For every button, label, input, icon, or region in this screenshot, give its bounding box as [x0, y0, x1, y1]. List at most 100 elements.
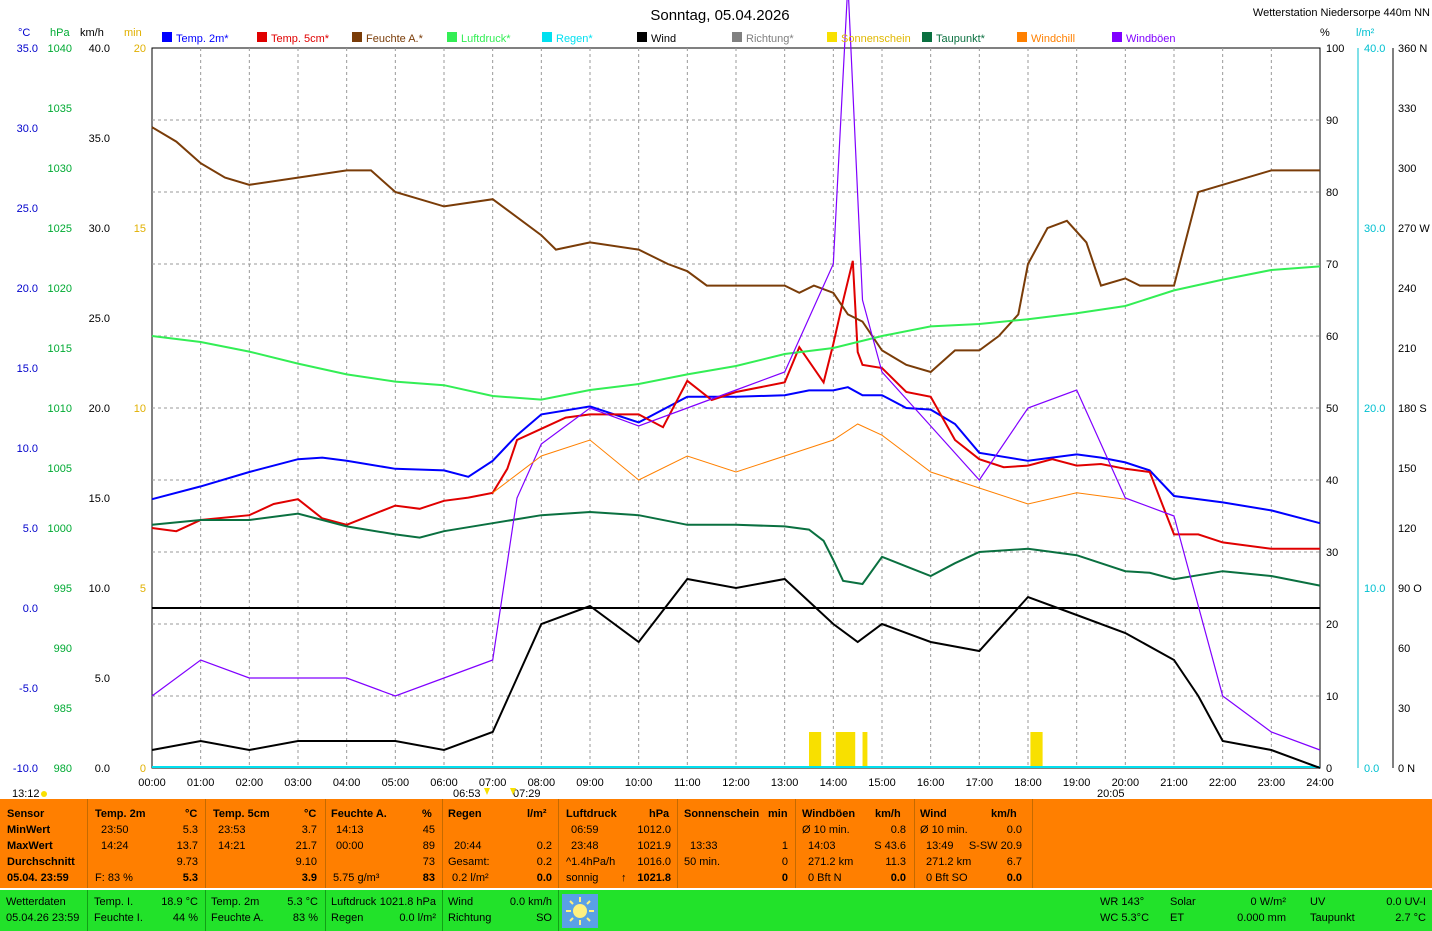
feuchte-title: Feuchte A. — [331, 808, 387, 820]
twilight-time: 07:29 — [513, 788, 541, 800]
regen-now-label: Regen — [331, 912, 364, 924]
regen-current: 0.0 — [536, 872, 552, 884]
feuchte-min-time: 14:13 — [336, 824, 364, 836]
legend-label: Temp. 2m* — [176, 33, 229, 45]
tick-percent: 10 — [1326, 691, 1338, 703]
tick-hpa: 1005 — [48, 463, 72, 475]
solar-label: Solar — [1170, 896, 1196, 908]
tick-percent: 50 — [1326, 403, 1338, 415]
tick-kmh: 35.0 — [89, 133, 110, 145]
tick-hour: 22:00 — [1209, 777, 1237, 789]
wind-distance: 271.2 km — [926, 856, 972, 868]
legend-label: Sonnenschein — [841, 33, 911, 45]
tick-kmh: 20.0 — [89, 403, 110, 415]
maxwert-label: MaxWert — [7, 840, 53, 852]
tick-temp: 35.0 — [17, 43, 38, 55]
tick-percent: 40 — [1326, 475, 1338, 487]
luftdruck-trend: ^1.4hPa/h — [566, 856, 616, 868]
series-temp-2m — [151, 386, 1321, 525]
wind-avg-label: Ø 10 min. — [920, 824, 968, 836]
tick-kmh: 0.0 — [95, 763, 110, 775]
tick-percent: 100 — [1326, 43, 1344, 55]
luftdruck-current: 1021.8 — [637, 872, 671, 884]
tick-hpa: 1035 — [48, 103, 72, 115]
tick-direction: 360 N — [1398, 43, 1427, 55]
tick-rain: 20.0 — [1364, 403, 1385, 415]
legend-swatch — [352, 32, 362, 42]
stats-date: 05.04. 23:59 — [7, 872, 69, 884]
solar-value: 0 W/m² — [1250, 896, 1286, 908]
sunshine-bars — [152, 732, 1320, 768]
feuchte-max-time: 00:00 — [336, 840, 364, 852]
axis-unit-kmh: km/h — [80, 27, 104, 39]
wind-now-value: 0.0 km/h — [509, 896, 552, 908]
temp-indoor-value: 18.9 °C — [161, 896, 198, 908]
boeen-max-value: S 43.6 — [874, 840, 906, 852]
legend-swatch — [162, 32, 172, 42]
tick-hour: 17:00 — [966, 777, 994, 789]
temp5cm-unit: °C — [304, 808, 317, 820]
twilight-icon — [510, 788, 516, 795]
tick-temp: 0.0 — [23, 603, 38, 615]
uv-label: UV — [1310, 896, 1326, 908]
pressure-rising-arrow-icon: ↑ — [621, 872, 627, 884]
weather-sunny-icon — [562, 894, 598, 928]
tick-hpa: 1000 — [48, 523, 72, 535]
tick-hour: 19:00 — [1063, 777, 1091, 789]
sunrise-icon — [484, 788, 490, 795]
tick-rain: 0.0 — [1364, 763, 1379, 775]
temp5cm-current: 3.9 — [301, 872, 317, 884]
boeen-beaufort: 0 Bft N — [808, 872, 842, 884]
series-wind — [151, 577, 1321, 769]
tick-kmh: 15.0 — [89, 493, 110, 505]
wetterdaten-date: 05.04.26 23:59 — [6, 912, 80, 924]
tick-hour: 10:00 — [625, 777, 653, 789]
temp2m-max-value: 13.7 — [176, 840, 198, 852]
uv-value: 0.0 UV-I — [1386, 896, 1426, 908]
wind-distance-value: 6.7 — [1006, 856, 1022, 868]
tick-temp: 15.0 — [17, 363, 38, 375]
regen-now-value: 0.0 l/m² — [399, 912, 436, 924]
tick-hour: 15:00 — [868, 777, 896, 789]
tick-temp: -5.0 — [19, 683, 38, 695]
boeen-unit: km/h — [875, 808, 901, 820]
boeen-distance: 271.2 km — [808, 856, 854, 868]
sun-icon — [41, 791, 47, 797]
tick-hour: 13:00 — [771, 777, 799, 789]
regen-total-value: 0.2 — [536, 856, 552, 868]
tick-hpa: 980 — [54, 763, 72, 775]
temp5cm-min-time: 23:53 — [218, 824, 246, 836]
axis-unit-lm2: l/m² — [1356, 27, 1375, 39]
tick-temp: 10.0 — [17, 443, 38, 455]
sunshine-bar — [809, 732, 822, 768]
temp2m-current: 5.3 — [182, 872, 198, 884]
tick-direction: 60 — [1398, 643, 1410, 655]
boeen-avg-label: Ø 10 min. — [802, 824, 850, 836]
series-luftdruck — [151, 265, 1321, 401]
tick-percent: 90 — [1326, 115, 1338, 127]
legend-label: Windchill — [1031, 33, 1075, 45]
axis-unit-hpa: hPa — [50, 27, 70, 39]
feuchte-avg: 73 — [422, 856, 435, 868]
tick-hpa: 995 — [54, 583, 72, 595]
temp2m-now-value: 5.3 °C — [287, 896, 318, 908]
tick-kmh: 25.0 — [89, 313, 110, 325]
temp2m-title: Temp. 2m — [95, 808, 146, 820]
luftdruck-unit: hPa — [649, 808, 670, 820]
temp5cm-max-time: 14:21 — [218, 840, 246, 852]
tick-hour: 18:00 — [1014, 777, 1042, 789]
wind-unit: km/h — [991, 808, 1017, 820]
temp2m-min-value: 5.3 — [182, 824, 198, 836]
tick-hpa: 1015 — [48, 343, 72, 355]
axis-unit-percent: % — [1320, 27, 1330, 39]
boeen-avg-value: 0.8 — [890, 824, 906, 836]
minwert-label: MinWert — [7, 824, 51, 836]
legend-label: Feuchte A.* — [366, 33, 424, 45]
sensor-title: Sensor — [7, 808, 45, 820]
legend-swatch — [257, 32, 267, 42]
tick-hour: 24:00 — [1306, 777, 1334, 789]
windchill-now: WC 5.3°C — [1100, 912, 1150, 924]
durchschnitt-label: Durchschnitt — [7, 856, 75, 868]
moonset-time: 13:12 — [12, 788, 40, 800]
taupunkt-value: 2.7 °C — [1395, 912, 1426, 924]
